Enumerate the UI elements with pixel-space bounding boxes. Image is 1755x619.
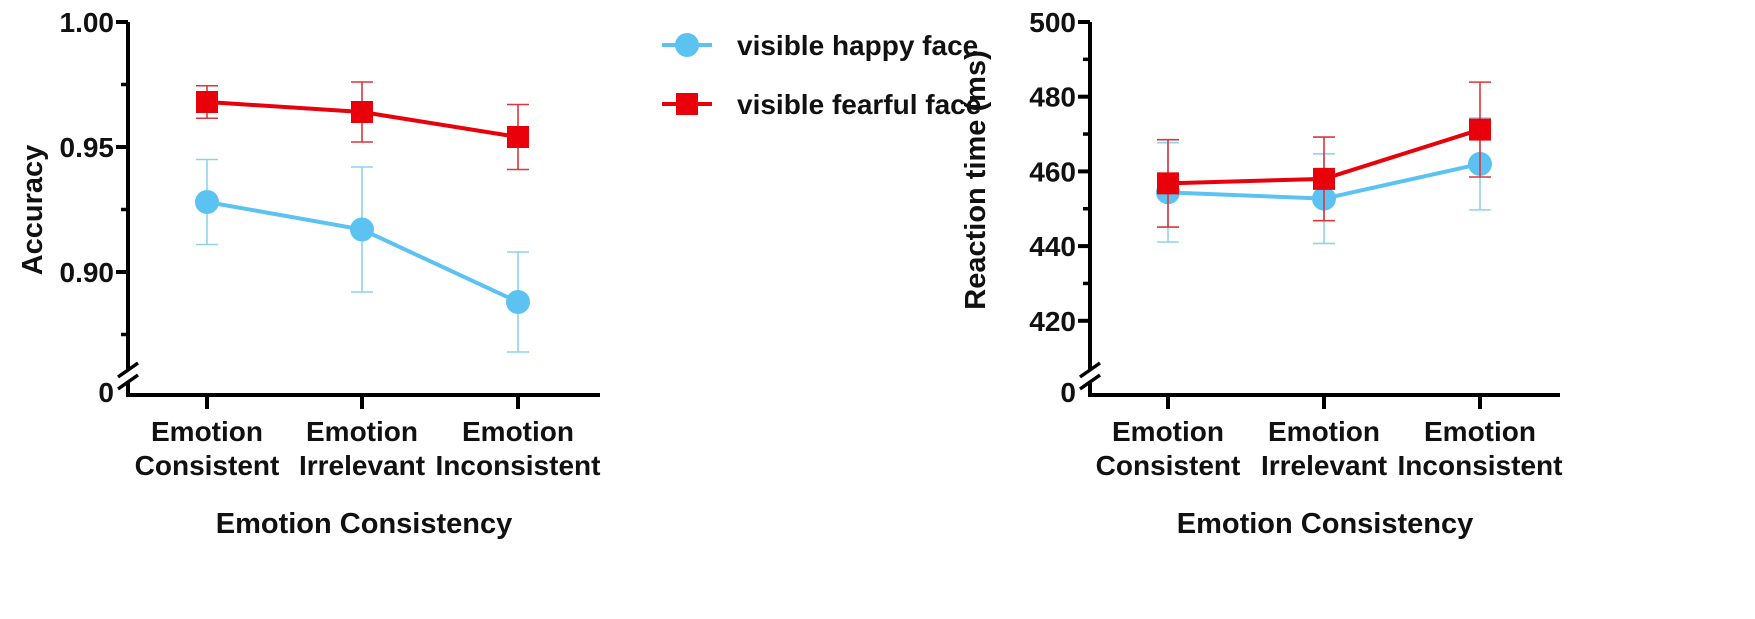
series-fearful <box>1157 81 1491 228</box>
y-tick-label: 420 <box>1029 306 1076 337</box>
y-tick-label: 500 <box>1029 7 1076 38</box>
reaction-time-series <box>1156 81 1492 245</box>
reaction-time-y-axis-label: Reaction time (ms) <box>960 50 992 309</box>
data-point-circle <box>350 217 374 242</box>
y-break-zero-label: 0 <box>98 377 114 408</box>
data-point-square <box>507 126 529 148</box>
x-tick-label: Consistent <box>1096 450 1241 481</box>
x-tick-label: Emotion <box>151 416 263 447</box>
data-point-square <box>1157 172 1179 195</box>
x-tick-label: Irrelevant <box>299 450 425 481</box>
x-tick-label: Emotion <box>1112 416 1224 447</box>
y-tick-label: 480 <box>1029 82 1076 113</box>
accuracy-chart: Accuracy 0.900.951.000 EmotionConsistent… <box>17 7 600 540</box>
x-tick-label: Consistent <box>135 450 280 481</box>
x-tick-label: Emotion <box>1424 416 1536 447</box>
reaction-time-chart: Reaction time (ms) 420 440 460 480 500 0 Emot… <box>960 7 1562 540</box>
x-tick-label: Inconsistent <box>436 450 601 481</box>
y-break-zero-label: 0 <box>1060 377 1076 408</box>
data-point-circle <box>506 290 530 314</box>
data-point-square <box>351 101 373 123</box>
y-tick-label: 440 <box>1029 231 1076 262</box>
y-tick-label: 460 <box>1029 156 1076 187</box>
accuracy-x-axis-label: Emotion Consistency <box>216 508 513 540</box>
legend: visible happy face visible fearful face <box>662 30 981 120</box>
y-tick-label: 0.95 <box>60 132 115 163</box>
x-tick-label: Irrelevant <box>1261 450 1387 481</box>
accuracy-series <box>195 81 530 353</box>
x-tick-label: Inconsistent <box>1398 450 1563 481</box>
accuracy-y-axis-label: Accuracy <box>17 145 49 276</box>
legend-label-fearful: visible fearful face <box>737 89 981 120</box>
square-marker-icon <box>676 93 698 115</box>
reaction-time-x-axis: EmotionConsistentEmotionIrrelevantEmotio… <box>1088 393 1563 481</box>
series-happy <box>195 158 530 353</box>
legend-label-happy: visible happy face <box>737 30 978 61</box>
y-tick-label: 0.90 <box>60 257 115 288</box>
legend-item-fearful: visible fearful face <box>662 89 981 120</box>
x-tick-label: Emotion <box>306 416 418 447</box>
data-point-circle <box>195 190 219 214</box>
reaction-time-y-axis: 420 440 460 480 500 0 <box>1029 7 1102 408</box>
accuracy-y-axis: 0.90 0.95 1.00 0 <box>60 7 140 408</box>
accuracy-x-axis: EmotionConsistentEmotionIrrelevantEmotio… <box>126 393 601 481</box>
y-tick-label: 1.00 <box>60 7 115 38</box>
legend-item-happy: visible happy face <box>662 30 978 61</box>
reaction-time-x-axis-label: Emotion Consistency <box>1177 508 1474 540</box>
circle-marker-icon <box>675 33 699 57</box>
data-point-square <box>1469 118 1491 141</box>
data-point-square <box>196 91 218 113</box>
data-point-square <box>1313 167 1335 190</box>
x-tick-label: Emotion <box>1268 416 1380 447</box>
x-tick-label: Emotion <box>462 416 574 447</box>
series-fearful <box>196 81 529 171</box>
